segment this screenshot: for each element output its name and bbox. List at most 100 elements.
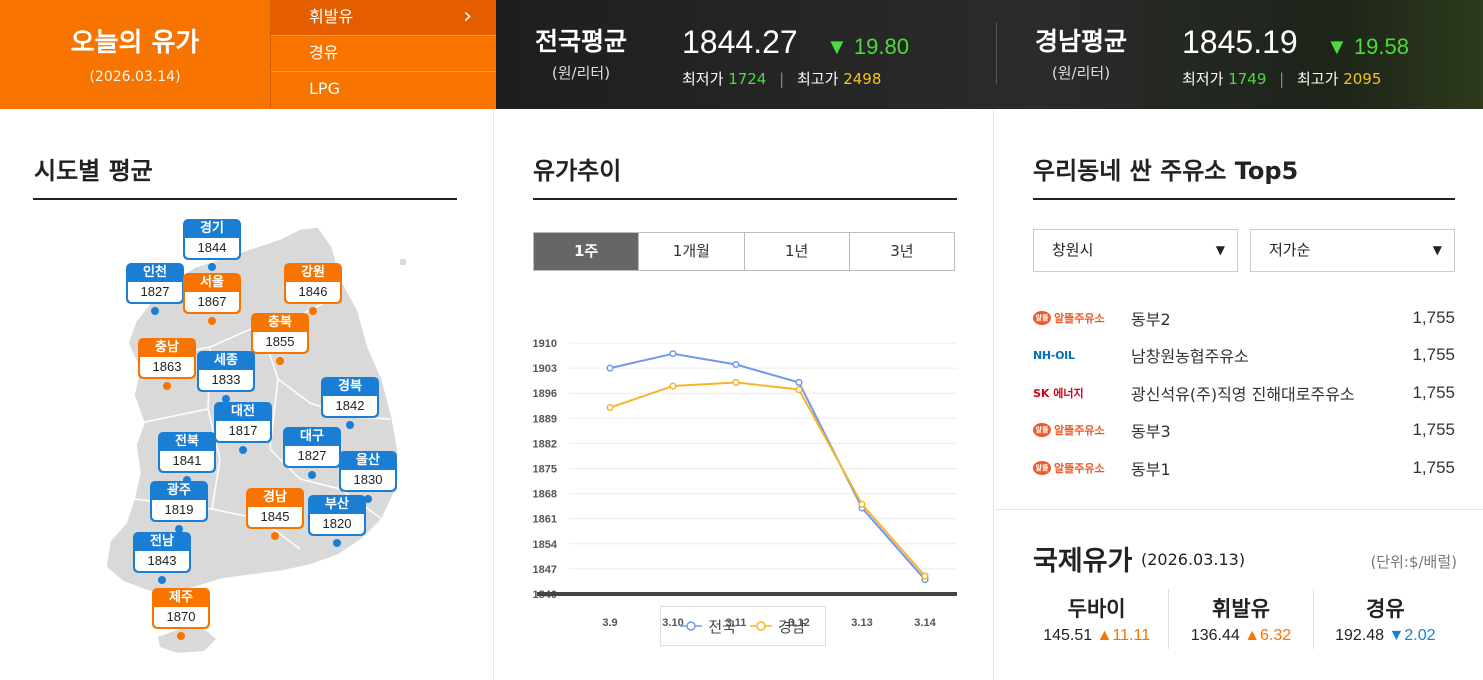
- region-label[interactable]: 광주 1819: [150, 481, 208, 533]
- map-ulleung: [400, 259, 406, 265]
- region-price: 1827: [285, 446, 339, 466]
- region-price: 1820: [310, 514, 364, 534]
- min-label: 최저가: [1182, 70, 1224, 88]
- national-unit: (원/리터): [551, 64, 611, 82]
- fuel-tab-label: LPG: [309, 79, 340, 98]
- sort-select[interactable]: 저가순 ▼: [1250, 229, 1455, 272]
- region-name: 전북: [175, 434, 199, 449]
- station-price: 1,755: [1412, 457, 1455, 477]
- caret-down-icon: ▼: [1432, 243, 1442, 257]
- legend-label: 전국: [708, 617, 736, 636]
- x-tick-label: 3.13: [851, 617, 872, 629]
- region-name: 서울: [200, 275, 224, 290]
- data-point: [921, 572, 929, 580]
- intl-item-name: 휘발유: [1212, 597, 1270, 621]
- region-label[interactable]: 울산 1830: [339, 451, 397, 503]
- x-tick-label: 3.14: [914, 617, 936, 629]
- fuel-tab-lpg[interactable]: LPG: [271, 72, 496, 108]
- national-avg-price: 1844.27: [682, 24, 798, 60]
- gyeongnam-avg-price: 1845.19: [1182, 24, 1298, 60]
- today-panel: 오늘의 유가 (2026.03.14): [0, 0, 270, 109]
- data-point: [732, 360, 740, 369]
- region-marker-dot: [333, 539, 341, 547]
- station-name: 동부2: [1131, 309, 1171, 329]
- chart-legend: 전국 경남: [660, 606, 826, 646]
- gyeongnam-average: 경남평균 (원/리터) 1845.19 ▼ 19.58 최저가 1749 | 최…: [996, 0, 1483, 109]
- x-tick-label: 3.12: [788, 617, 809, 629]
- station-price: 1,755: [1412, 420, 1455, 440]
- region-label[interactable]: 충북 1855: [251, 313, 309, 365]
- y-tick-label: 1896: [533, 388, 557, 400]
- section-underline: [1033, 198, 1455, 200]
- region-label[interactable]: 충남 1863: [138, 338, 196, 390]
- region-price: 1863: [140, 357, 194, 377]
- region-name: 세종: [214, 353, 238, 368]
- station-price: 1,755: [1412, 307, 1455, 327]
- legend-marker-icon: [750, 621, 772, 631]
- y-tick-label: 1910: [533, 338, 557, 350]
- region-marker-dot: [309, 307, 317, 315]
- national-minmax: 최저가 1724 | 최고가 2498: [682, 68, 881, 89]
- region-label[interactable]: 경남 1845: [246, 488, 304, 540]
- caret-down-icon: ▼: [1215, 243, 1225, 257]
- region-name: 경남: [263, 490, 287, 505]
- region-label[interactable]: 경기 1844: [183, 219, 241, 271]
- intl-oil-prices: 두바이 145.51 ▲11.11 휘발유 136.44 ▲6.32 경유 19…: [1025, 589, 1457, 649]
- legend-item-gyeongnam[interactable]: 경남: [750, 616, 806, 637]
- legend-item-national[interactable]: 전국: [680, 616, 736, 637]
- region-price: 1827: [128, 282, 182, 302]
- x-tick-label: 3.10: [662, 617, 683, 629]
- tab-1week[interactable]: 1주: [534, 233, 640, 270]
- region-name: 대구: [300, 429, 324, 444]
- region-marker-dot: [271, 532, 279, 540]
- region-label[interactable]: 제주 1870: [152, 588, 210, 640]
- top-bar: 오늘의 유가 (2026.03.14) 휘발유 › 경유 LPG 전국평균 (원…: [0, 0, 1483, 109]
- data-point: [669, 350, 677, 358]
- region-marker-dot: [308, 471, 316, 479]
- region-label[interactable]: 전북 1841: [158, 432, 216, 484]
- city-select-value: 창원시: [1052, 241, 1094, 259]
- station-list: 알뜰 알뜰주유소 동부2 1,755 NH-OIL 남창원농협주유소 1,755 SK 에너지…: [1033, 299, 1455, 487]
- fuel-tab-label: 경유: [309, 43, 339, 62]
- region-label[interactable]: 인천 1827: [126, 263, 184, 315]
- station-row[interactable]: 알뜰 알뜰주유소 동부2 1,755: [1033, 299, 1455, 337]
- region-price: 1830: [341, 470, 395, 490]
- region-label[interactable]: 부산 1820: [308, 495, 366, 547]
- city-select[interactable]: 창원시 ▼: [1033, 229, 1238, 272]
- tab-3year[interactable]: 3년: [890, 242, 914, 260]
- station-row[interactable]: SK 에너지 광신석유(주)직영 진해대로주유소 1,755: [1033, 374, 1455, 412]
- region-label[interactable]: 전남 1843: [133, 532, 191, 584]
- tab-1month[interactable]: 1개월: [639, 233, 745, 270]
- fuel-tab-diesel[interactable]: 경유: [271, 36, 496, 72]
- tab-1year[interactable]: 1년: [745, 233, 850, 270]
- max-price: 2498: [843, 70, 882, 88]
- chevron-right-icon: ›: [463, 4, 472, 29]
- intl-item-name: 경유: [1366, 597, 1405, 621]
- station-price: 1,755: [1412, 345, 1455, 365]
- region-name: 인천: [143, 265, 167, 280]
- alddl-brand-logo: 알뜰 알뜰주유소: [1033, 422, 1131, 438]
- data-point: [669, 382, 677, 390]
- legend-marker-icon: [680, 621, 703, 631]
- station-name: 광신석유(주)직영 진해대로주유소: [1131, 384, 1355, 404]
- region-label[interactable]: 경북 1842: [321, 377, 379, 429]
- min-price: 1724: [728, 70, 767, 88]
- region-label[interactable]: 세종 1833: [197, 351, 255, 403]
- region-name: 경북: [338, 379, 362, 394]
- fuel-tab-gasoline[interactable]: 휘발유 ›: [271, 0, 496, 36]
- region-label[interactable]: 대전 1817: [214, 402, 272, 454]
- station-row[interactable]: NH-OIL 남창원농협주유소 1,755: [1033, 337, 1455, 375]
- region-price: 1843: [135, 551, 189, 571]
- x-tick-label: 3.11: [726, 617, 747, 629]
- region-label[interactable]: 대구 1827: [283, 427, 341, 479]
- y-tick-label: 1903: [533, 363, 557, 375]
- intl-oil-unit: (단위:$/배럴): [1370, 553, 1457, 571]
- y-tick-label: 1868: [533, 489, 557, 501]
- intl-item-change: ▼2.02: [1388, 627, 1436, 644]
- data-point: [606, 364, 614, 372]
- y-tick-label: 1882: [533, 438, 557, 450]
- station-row[interactable]: 알뜰 알뜰주유소 동부1 1,755: [1033, 449, 1455, 487]
- region-label[interactable]: 서울 1867: [183, 273, 241, 325]
- region-label[interactable]: 강원 1846: [284, 263, 342, 315]
- station-row[interactable]: 알뜰 알뜰주유소 동부3 1,755: [1033, 412, 1455, 450]
